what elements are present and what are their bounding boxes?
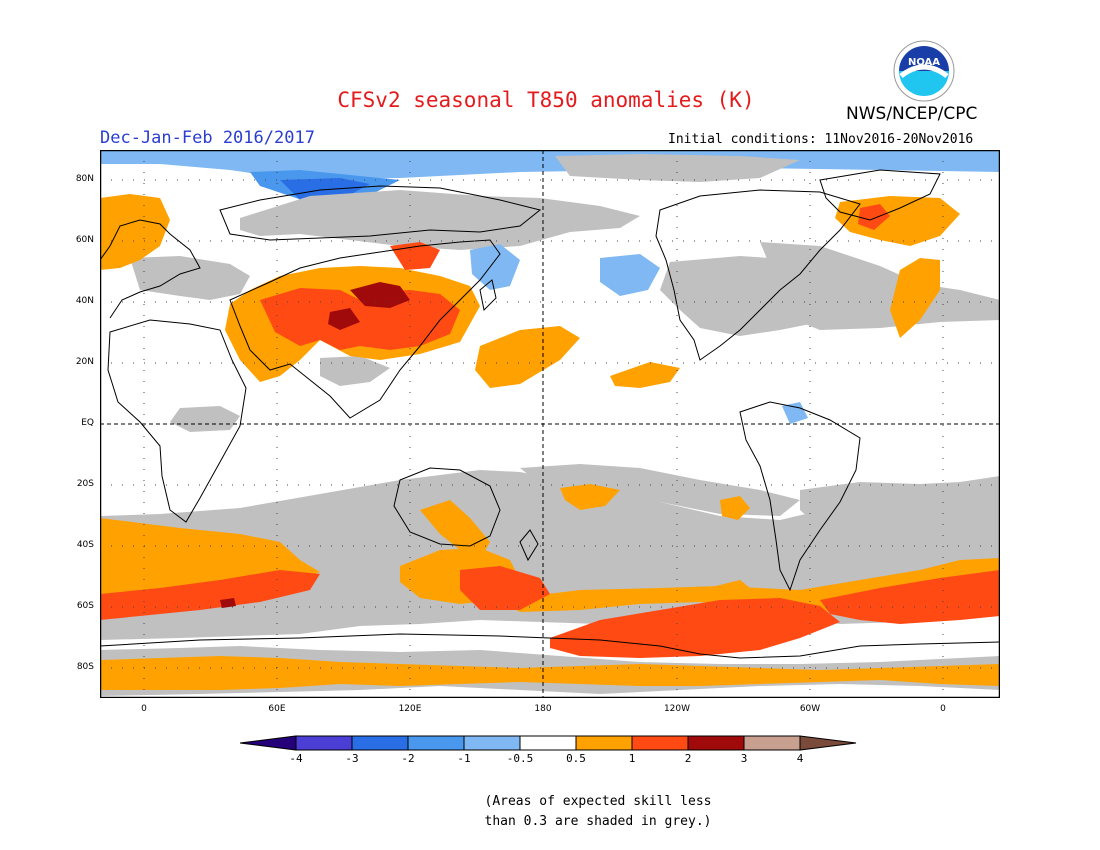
lat-label: EQ <box>81 418 94 428</box>
outline-antarctica <box>100 633 1000 659</box>
lon-label: 180 <box>534 704 552 714</box>
grey-area-eurasia-north <box>240 190 640 250</box>
legend-tick-label: -2 <box>401 752 414 764</box>
outline-australia <box>393 467 501 547</box>
legend-tick-label: -1 <box>457 752 470 764</box>
lat-label: 40N <box>75 296 94 306</box>
legend-box <box>743 735 801 751</box>
lat-label: 20S <box>76 479 94 489</box>
skill-note: (Areas of expected skill less than 0.3 a… <box>0 792 1100 832</box>
grey-area-north-atlantic <box>760 242 1000 330</box>
outline-europe <box>100 219 201 319</box>
lat-label: 80N <box>75 174 94 184</box>
outline-north-asia <box>219 185 542 241</box>
lon-label: 120E <box>398 704 422 714</box>
orange-area-west-africa <box>890 258 940 338</box>
outline-japan <box>479 279 497 312</box>
orange-area-antarctic <box>100 656 1000 690</box>
outline-asia <box>229 239 501 419</box>
initial-conditions-label: Initial conditions: 11Nov2016-20Nov2016 <box>668 132 974 147</box>
blue-area-kamchatka <box>470 244 520 290</box>
blue-area-north-pacific <box>600 254 660 296</box>
legend-tick-label: 3 <box>741 752 748 764</box>
legend-tick-label: 4 <box>797 752 804 764</box>
outline-nz <box>519 529 539 562</box>
logo-text: NOAA <box>908 57 940 68</box>
skill-note-line2: than 0.3 are shaded in grey.) <box>484 814 712 829</box>
legend-tick-label: -4 <box>289 752 303 764</box>
dark-red-area-southern-ocean <box>220 598 236 608</box>
grey-area-north-pacific <box>555 154 800 182</box>
legend-box <box>295 735 353 751</box>
grey-area-indian-ocean <box>320 356 390 386</box>
orange-area-south-pacific-mid <box>560 484 620 510</box>
lat-label: 60N <box>75 235 94 245</box>
skill-note-line1: (Areas of expected skill less <box>484 794 712 809</box>
red-area-australia-south <box>460 566 550 610</box>
outline-south-america <box>739 401 861 592</box>
lon-label: 60W <box>799 704 821 714</box>
legend-box <box>407 735 465 751</box>
outline-north-america <box>655 189 861 361</box>
legend-triangle-high <box>799 735 857 751</box>
red-area-greenland <box>858 204 890 230</box>
legend-box <box>351 735 409 751</box>
legend-box <box>631 735 689 751</box>
legend-tick-labels: -4 -3 -2 -1 -0.5 0.5 1 2 3 4 <box>289 752 803 764</box>
orange-area-north-pacific-east <box>610 362 680 388</box>
legend-tick-label: 0.5 <box>566 752 586 764</box>
legend-tick-label: -3 <box>345 752 358 764</box>
outline-africa <box>107 319 247 523</box>
blue-area-amazon <box>782 402 808 424</box>
lon-label: 60E <box>268 704 286 714</box>
grey-area-europe-north <box>130 256 250 300</box>
orange-area-south-pacific-east <box>720 496 750 520</box>
legend-box <box>463 735 521 751</box>
red-area-south-atlantic <box>820 570 1000 624</box>
grey-area-africa-east <box>170 406 240 432</box>
light-blue-areas <box>470 244 808 424</box>
lat-label: 80S <box>76 662 94 672</box>
grey-area-south-america <box>800 476 1000 532</box>
legend-tick-label: 2 <box>685 752 692 764</box>
map-title: CFSv2 seasonal T850 anomalies (K) <box>337 88 755 112</box>
red-area-south-pacific <box>550 598 840 658</box>
lat-label: 60S <box>76 601 94 611</box>
orange-area-scandinavia <box>100 194 170 270</box>
legend-boxes <box>240 735 857 751</box>
dark-red-area-china <box>328 308 360 330</box>
lon-label: 0 <box>940 704 946 714</box>
legend-tick-label: 1 <box>629 752 636 764</box>
lon-label: 0 <box>141 704 147 714</box>
legend-tick-label: -0.5 <box>507 752 534 764</box>
legend-box <box>575 735 633 751</box>
legend-box <box>687 735 745 751</box>
red-area-central-asia <box>260 288 460 350</box>
anomaly-map <box>100 150 1000 698</box>
orange-area-north-central-pacific <box>475 326 580 388</box>
lon-label: 120W <box>663 704 691 714</box>
lat-label: 20N <box>75 357 94 367</box>
lat-label: 40S <box>76 540 94 550</box>
outline-greenland <box>819 169 941 221</box>
map-frame <box>100 150 1000 698</box>
legend-box <box>519 735 577 751</box>
color-legend: -4 -3 -2 -1 -0.5 0.5 1 2 3 4 <box>240 735 857 764</box>
noaa-logo: NOAA <box>893 40 955 102</box>
season-label: Dec-Jan-Feb 2016/2017 <box>100 128 315 148</box>
legend-triangle-low <box>240 735 297 751</box>
agency-label: NWS/NCEP/CPC <box>846 104 978 124</box>
continent-outlines <box>100 169 1000 659</box>
